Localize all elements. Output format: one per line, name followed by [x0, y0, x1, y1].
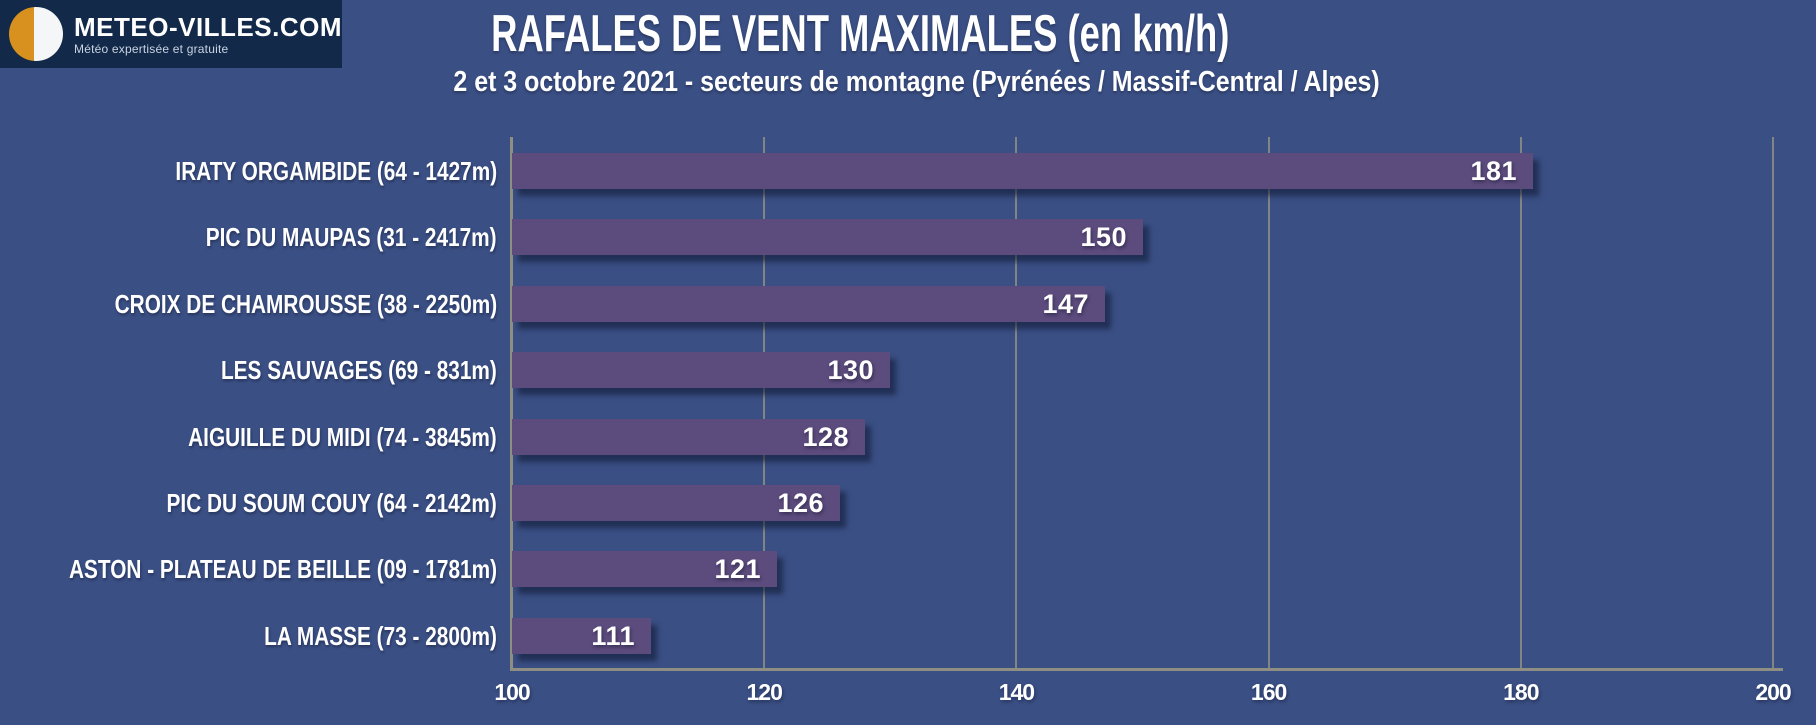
x-axis-line	[510, 668, 1783, 671]
category-label: PIC DU SOUM COUY (64 - 2142m)	[0, 485, 497, 521]
meteo-villes-logo: METEO-VILLES.COM Météo expertisée et gra…	[0, 0, 342, 68]
bar: 147	[512, 286, 1105, 322]
category-label-text: AIGUILLE DU MIDI (74 - 3845m)	[188, 421, 497, 452]
chart-title-text: RAFALES DE VENT MAXIMALES (en km/h)	[490, 5, 1230, 63]
bar-value-label: 150	[1080, 222, 1127, 252]
category-label-text: LA MASSE (73 - 2800m)	[264, 620, 497, 651]
category-label: ASTON - PLATEAU DE BEILLE (09 - 1781m)	[0, 551, 497, 587]
chart-subtitle: 2 et 3 octobre 2021 - secteurs de montag…	[0, 64, 1816, 100]
category-labels: IRATY ORGAMBIDE (64 - 1427m) PIC DU MAUPA…	[0, 137, 497, 668]
meteo-villes-circle-icon	[9, 7, 63, 61]
category-label: CROIX DE CHAMROUSSE (38 - 2250m)	[0, 286, 497, 322]
category-label: LA MASSE (73 - 2800m)	[0, 618, 497, 654]
y-axis-line	[510, 137, 513, 671]
grid-line	[763, 137, 766, 668]
bar: 126	[512, 485, 840, 521]
bar-value-label: 147	[1042, 289, 1089, 319]
category-label: AIGUILLE DU MIDI (74 - 3845m)	[0, 419, 497, 455]
logo-title: METEO-VILLES.COM	[74, 11, 342, 42]
bar: 150	[512, 219, 1143, 255]
logo-text-column: METEO-VILLES.COM Météo expertisée et gra…	[74, 14, 342, 55]
bar: 121	[512, 551, 777, 587]
bar-value-label: 111	[591, 621, 635, 651]
bar: 181	[512, 153, 1533, 189]
x-tick-label: 180	[1503, 679, 1539, 705]
bar: 130	[512, 352, 890, 388]
category-label: LES SAUVAGES (69 - 831m)	[0, 352, 497, 388]
x-tick-label: 120	[746, 679, 783, 705]
category-label-text: LES SAUVAGES (69 - 831m)	[221, 354, 497, 385]
category-label-text: ASTON - PLATEAU DE BEILLE (09 - 1781m)	[68, 553, 497, 584]
category-label-text: PIC DU SOUM COUY (64 - 2142m)	[166, 487, 497, 518]
chart-subtitle-text: 2 et 3 octobre 2021 - secteurs de montag…	[453, 66, 1381, 98]
plot-area: 181 150 147 130 128 126 121 111	[510, 137, 1783, 671]
category-label-text: CROIX DE CHAMROUSSE (38 - 2250m)	[114, 288, 497, 319]
bar-value-label: 121	[714, 554, 761, 584]
grid-line	[1772, 137, 1774, 668]
grid-line	[1267, 137, 1270, 668]
bar: 111	[512, 618, 651, 654]
category-label: PIC DU MAUPAS (31 - 2417m)	[0, 219, 497, 255]
x-tick-label: 140	[998, 679, 1035, 705]
bar-value-label: 130	[827, 355, 874, 385]
bar-value-label: 126	[777, 488, 824, 518]
bar: 128	[512, 419, 865, 455]
logo-tagline: Météo expertisée et gratuite	[74, 41, 229, 56]
grid-line	[1015, 137, 1018, 668]
bar-value-label: 181	[1470, 156, 1517, 186]
x-tick-label: 160	[1250, 679, 1287, 705]
grid-line	[1519, 137, 1522, 668]
x-axis-ticks: 100 120 140 160 180 200	[494, 679, 1791, 709]
x-tick-label: 200	[1755, 679, 1791, 705]
category-label-text: IRATY ORGAMBIDE (64 - 1427m)	[175, 155, 497, 186]
chart-title: RAFALES DE VENT MAXIMALES (en km/h)	[0, 6, 1816, 62]
x-tick-label: 100	[494, 679, 530, 705]
category-label-text: PIC DU MAUPAS (31 - 2417m)	[206, 221, 497, 252]
category-label: IRATY ORGAMBIDE (64 - 1427m)	[0, 153, 497, 189]
bar-value-label: 128	[802, 422, 849, 452]
